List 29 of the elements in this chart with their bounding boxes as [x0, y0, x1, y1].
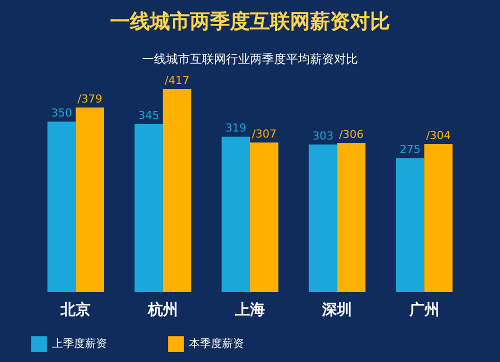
- bar: [250, 142, 278, 292]
- legend-label: 本季度薪资: [189, 337, 244, 350]
- x-tick-label: 深圳: [321, 300, 352, 318]
- x-tick-label: 北京: [60, 300, 91, 318]
- data-label: 319: [225, 122, 246, 135]
- bar: [162, 89, 192, 292]
- data-label: /307: [252, 128, 277, 141]
- x-tick-label: 杭州: [146, 300, 178, 318]
- bar: [76, 108, 104, 292]
- bar: [308, 144, 338, 292]
- data-label: /306: [338, 128, 364, 142]
- data-label: /304: [426, 129, 451, 142]
- bar: [424, 144, 453, 292]
- data-label: 275: [400, 143, 421, 156]
- chart-subtitle: 一线城市互联网行业两季度平均薪资对比: [142, 52, 358, 66]
- data-label: /417: [164, 74, 190, 87]
- data-label: /379: [78, 92, 102, 106]
- bar: [396, 158, 424, 292]
- bar: [47, 122, 76, 292]
- data-label: 303: [312, 129, 334, 142]
- data-label: 350: [51, 106, 72, 120]
- legend-label: 上季度薪资: [52, 337, 107, 350]
- bar: [222, 136, 250, 292]
- x-tick-label: 广州: [408, 300, 440, 318]
- x-tick-label: 上海: [234, 300, 265, 318]
- bar: [134, 124, 163, 292]
- bar: [337, 143, 366, 292]
- chart-title: 一线城市两季度互联网薪资对比: [110, 9, 390, 33]
- data-label: 345: [138, 109, 160, 122]
